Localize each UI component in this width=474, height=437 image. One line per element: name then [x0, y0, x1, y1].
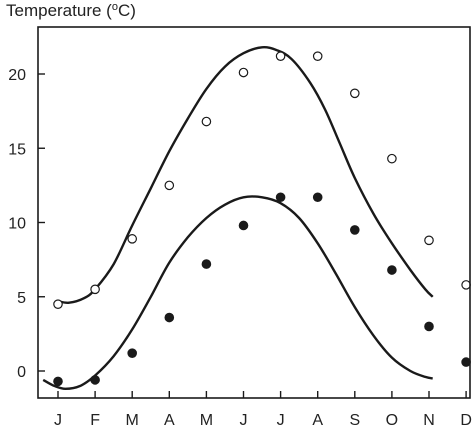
series-2 — [42, 192, 471, 390]
chart-title: Temperature (oC) — [6, 1, 136, 21]
x-tick-label: N — [423, 412, 435, 429]
series-2-point — [90, 375, 100, 385]
y-tick-label: 15 — [8, 141, 26, 158]
series-1-curve — [57, 46, 434, 304]
series-1-point — [90, 284, 100, 295]
series-2-point — [387, 265, 397, 275]
axes-layer: 0 5 10 15 20 J F M A M J J A S O N D — [8, 26, 472, 429]
plot-frame — [37, 26, 471, 399]
series-2-point — [461, 357, 471, 367]
x-tick-label: M — [200, 412, 213, 429]
series-2-point — [424, 321, 434, 332]
x-tick-label: A — [164, 412, 175, 429]
series-layer — [42, 46, 471, 390]
x-tick-label: S — [349, 412, 360, 429]
series-2-curve — [42, 195, 433, 390]
x-tick-label: J — [277, 412, 285, 429]
y-tick-label: 20 — [8, 67, 26, 84]
series-1-point — [349, 88, 360, 99]
y-tick-label: 10 — [8, 216, 26, 233]
title-degree-mark: o — [111, 1, 118, 13]
series-2-point — [53, 376, 63, 387]
series-1-point — [238, 67, 249, 78]
series-2-point — [275, 192, 286, 203]
series-1-point — [164, 180, 175, 191]
y-tick-label: 0 — [17, 364, 26, 381]
title-prefix: Temperature ( — [6, 1, 112, 20]
x-tick-label: A — [312, 412, 323, 429]
series-1-point — [312, 51, 323, 61]
series-1-point — [424, 235, 434, 246]
series-2-point — [164, 312, 175, 323]
x-tick-label: F — [90, 412, 100, 429]
x-tick-label: O — [386, 412, 398, 429]
series-1 — [53, 46, 471, 309]
x-tick-label: M — [126, 412, 139, 429]
series-1-point — [461, 280, 471, 290]
title-suffix: C) — [117, 1, 136, 20]
series-1-point — [387, 153, 397, 164]
series-1-point — [275, 51, 286, 61]
series-2-point — [312, 192, 323, 203]
series-2-point — [127, 348, 137, 358]
x-tick-label: D — [460, 412, 472, 429]
x-tick-label: J — [240, 412, 248, 429]
series-1-point — [53, 299, 63, 309]
series-1-point — [201, 116, 212, 127]
y-tick-label: 5 — [17, 290, 26, 307]
series-2-point — [238, 220, 249, 231]
series-2-point — [349, 225, 360, 235]
series-2-point — [201, 259, 212, 269]
series-1-point — [127, 234, 137, 244]
x-tick-label: J — [54, 412, 62, 429]
